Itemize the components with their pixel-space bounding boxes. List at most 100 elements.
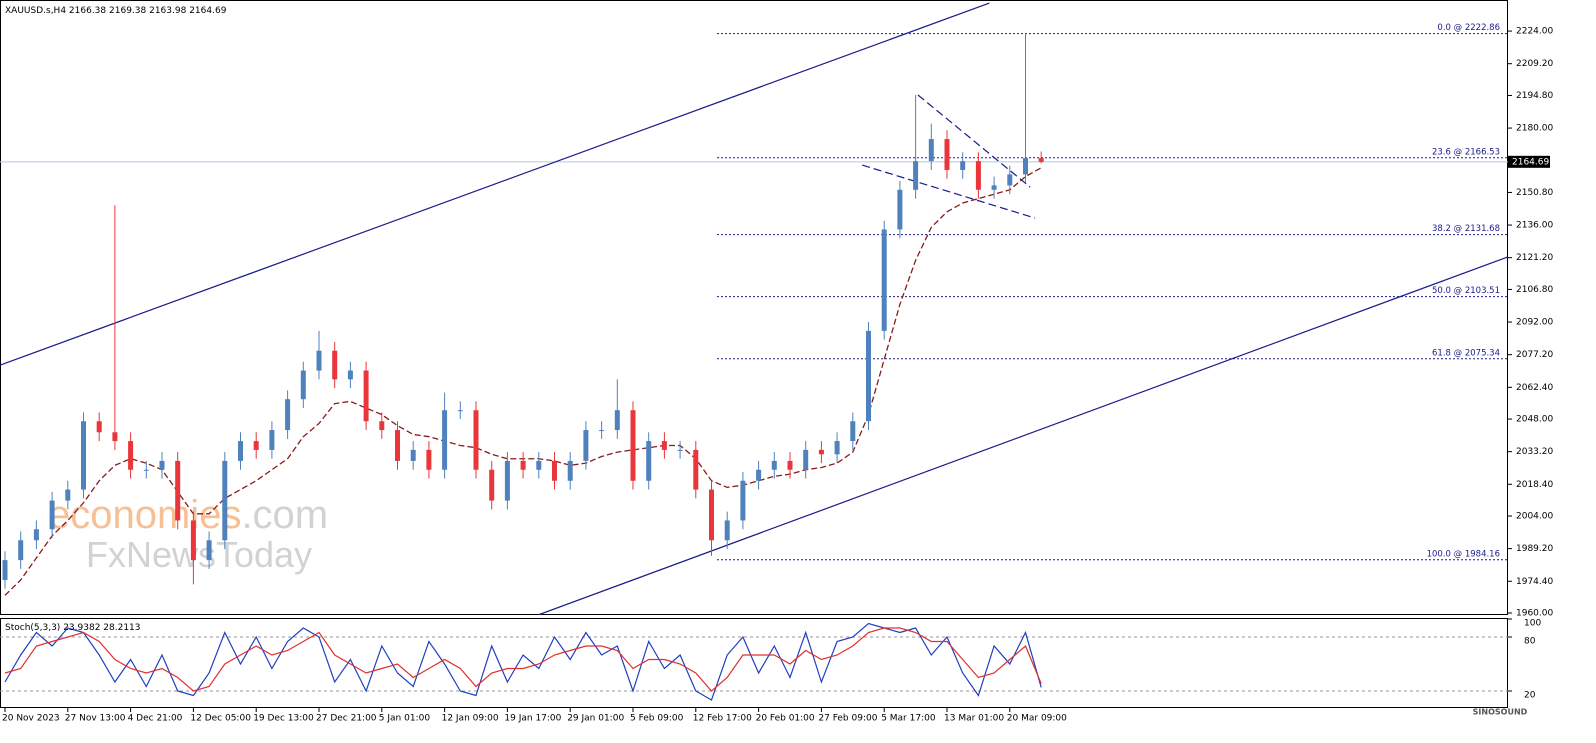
candle-body: [395, 430, 400, 461]
watermark: economies.com: [48, 493, 328, 537]
y-tick-label: 1989.20: [1516, 544, 1553, 554]
x-tick-label: 19 Dec 13:00: [253, 714, 314, 724]
y-tick-label: 2224.00: [1516, 27, 1553, 37]
candle-body: [504, 460, 510, 501]
x-tick-label: 12 Dec 05:00: [190, 714, 251, 724]
candle-body: [1023, 158, 1028, 175]
candle-body: [897, 189, 903, 230]
candle-body: [128, 441, 134, 470]
candle-body: [175, 460, 181, 521]
candle-body: [944, 139, 950, 170]
stoch-line: [4, 622, 1042, 701]
candle-body: [33, 529, 39, 541]
candle-body: [928, 139, 934, 162]
main-plot: 0.0 @ 2222.86 23.6 @ 2166.53 38.2 @ 2131.6…: [0, 2, 1508, 615]
x-tick-label: 12 Feb 17:00: [693, 714, 752, 724]
candle-body: [112, 432, 118, 442]
y-tick-label: 2209.20: [1516, 59, 1553, 69]
x-tick-label: 20 Feb 01:00: [756, 714, 815, 724]
candle-body: [426, 449, 432, 470]
candle-body: [316, 350, 322, 371]
candle-body: [81, 421, 86, 490]
x-tick-label: 13 Mar 01:00: [944, 714, 1004, 724]
y-tick-label: 2033.20: [1516, 447, 1553, 457]
candle-body: [756, 469, 762, 481]
x-tick-label: 5 Jan 01:00: [379, 714, 431, 724]
stoch-signal-last: 28.2113: [103, 623, 140, 633]
y-tick-label: 2150.80: [1516, 188, 1553, 198]
fib-label: 50.0 @ 2103.51: [1432, 286, 1500, 296]
candle-body: [881, 229, 887, 331]
y-tick-label: 2048.00: [1516, 415, 1553, 425]
candle-body: [49, 500, 55, 530]
y-tick-label: 2077.20: [1516, 350, 1553, 360]
candle-body: [96, 421, 102, 433]
stoch-y-tick-label: 100: [1524, 619, 1541, 629]
candle-body: [913, 161, 919, 190]
candle-body: [520, 460, 526, 470]
trendline: [537, 256, 1508, 615]
x-tick-label: 5 Feb 09:00: [630, 714, 684, 724]
stoch-plot: [0, 622, 1508, 701]
candle-body: [630, 410, 636, 481]
y-tick-label: 2194.80: [1516, 91, 1553, 101]
candle-body: [960, 161, 966, 170]
watermark-suffix: .com: [241, 493, 328, 537]
candle-body: [1007, 174, 1013, 186]
candle-body: [803, 449, 809, 470]
fib-label: 23.6 @ 2166.53: [1432, 147, 1500, 157]
candle-body: [238, 441, 243, 461]
trendline: [0, 2, 990, 366]
y-tick-label: 2136.00: [1516, 221, 1553, 231]
candle-body: [567, 460, 573, 481]
x-tick-label: 27 Dec 21:00: [316, 714, 377, 724]
candle-body: [206, 540, 212, 561]
candle-body: [285, 399, 291, 431]
trendline: [862, 164, 1036, 219]
candle-body: [300, 370, 306, 400]
axes: 1960.00 1974.40 1989.20 2004.00 2018.40 2033.…: [2, 27, 1553, 724]
y-tick-label: 2180.00: [1516, 124, 1553, 134]
y-tick-label: 1974.40: [1516, 577, 1553, 587]
candle-body: [143, 469, 149, 471]
x-tick-label: 5 Mar 17:00: [881, 714, 936, 724]
x-tick-label: 12 Jan 09:00: [442, 714, 499, 724]
fib-label: 38.2 @ 2131.68: [1432, 224, 1500, 234]
candle-body: [677, 449, 683, 451]
y-tick-label: 2092.00: [1516, 318, 1553, 328]
candle-body: [724, 520, 730, 541]
last-low: 2163.98: [149, 6, 186, 16]
x-tick-label: 27 Feb 09:00: [818, 714, 877, 724]
candle-body: [253, 441, 259, 450]
candle-body: [614, 410, 620, 431]
candle-body: [850, 421, 856, 442]
stoch-header: Stoch(5,3,3) 23.9382 28.2113: [5, 623, 141, 633]
candle-body: [442, 410, 448, 470]
fib-label: 100.0 @ 1984.16: [1427, 549, 1500, 559]
last-open: 2166.38: [69, 6, 106, 16]
candle-body: [65, 489, 71, 501]
x-tick-label: 20 Mar 09:00: [1007, 714, 1067, 724]
candle-body: [18, 540, 24, 561]
x-tick-label: 4 Dec 21:00: [128, 714, 183, 724]
chart-header: XAUUSD.s,H4 2166.38 2169.38 2163.98 2164…: [5, 6, 227, 16]
stoch-main-last: 23.9382: [63, 623, 100, 633]
x-tick-label: 19 Jan 17:00: [504, 714, 561, 724]
candle-body: [457, 410, 463, 412]
fib-label: 0.0 @ 2222.86: [1437, 23, 1500, 33]
candle-body: [473, 410, 479, 470]
candle-body: [709, 489, 714, 541]
candle-body: [332, 350, 338, 380]
candle-body: [771, 460, 777, 470]
x-tick-label: 20 Nov 2023: [2, 714, 60, 724]
candle-body: [834, 441, 840, 455]
y-tick-label: 1960.00: [1516, 609, 1553, 619]
candle-body: [661, 441, 667, 450]
y-tick-label: 2004.00: [1516, 512, 1553, 522]
current-price-box: [1508, 155, 1550, 168]
trendline: [917, 94, 1031, 188]
stoch-title: Stoch(5,3,3): [5, 623, 60, 633]
candle-body: [552, 460, 557, 481]
x-tick-label: 27 Nov 13:00: [65, 714, 126, 724]
stoch-y-tick-label: 80: [1524, 637, 1536, 647]
